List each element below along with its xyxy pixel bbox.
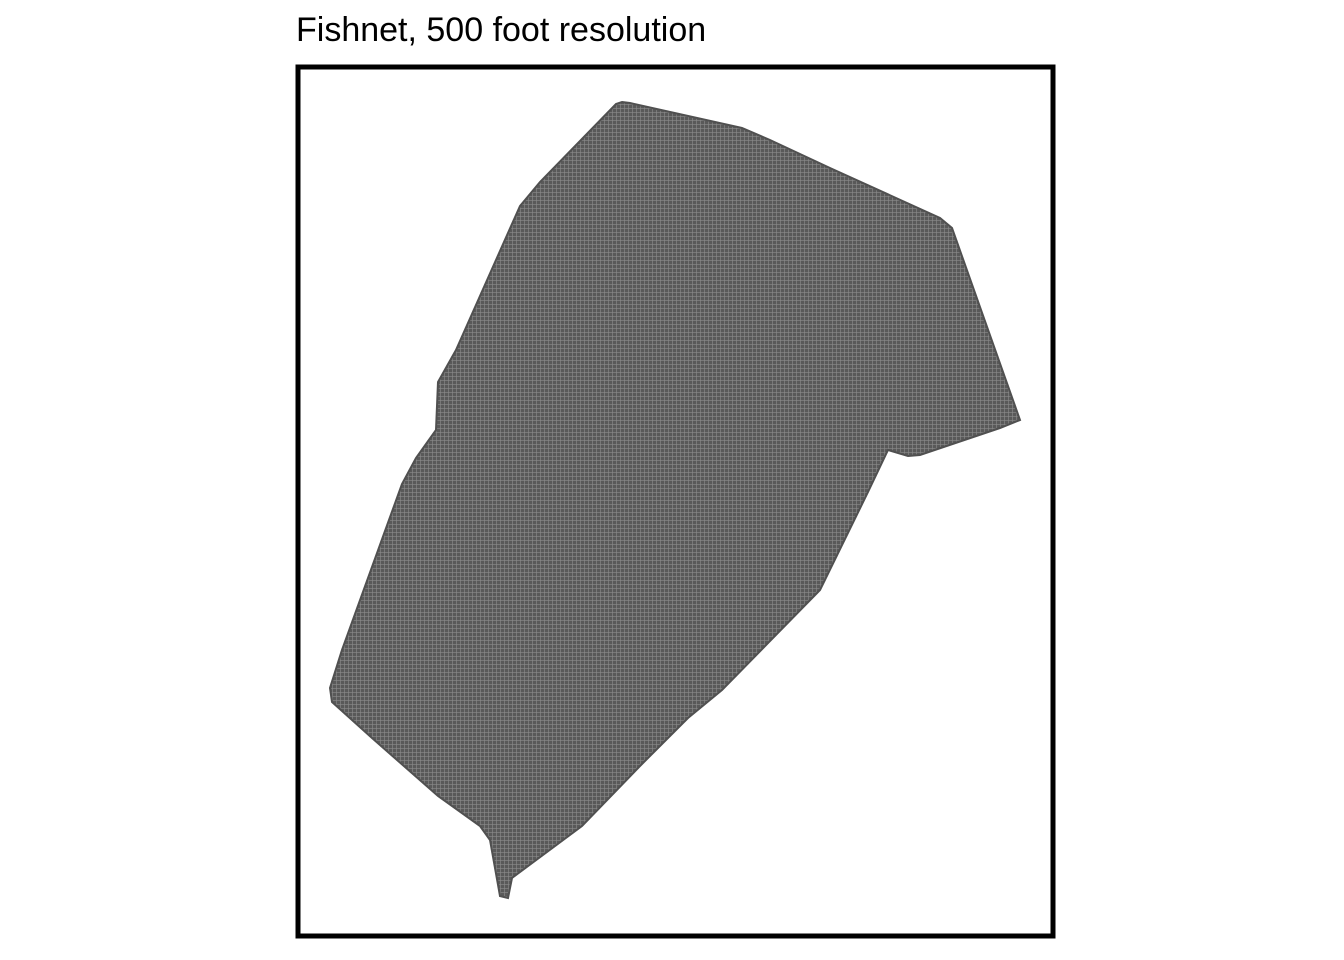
map-frame-border: [295, 64, 1056, 939]
map-title: Fishnet, 500 foot resolution: [296, 11, 707, 49]
fishnet-grid-region: [328, 100, 1022, 900]
